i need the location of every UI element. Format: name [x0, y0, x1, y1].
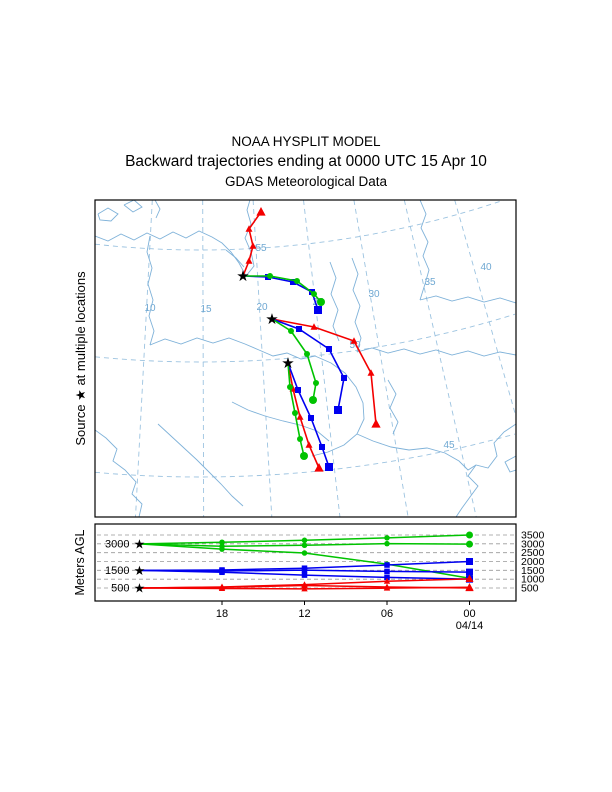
- grid-label: 10: [144, 303, 156, 314]
- time-tick-label: 18: [216, 608, 228, 620]
- level-axis-label: 3000: [521, 538, 545, 550]
- title-block: NOAA HYSPLIT MODEL Backward trajectories…: [0, 133, 612, 190]
- profile-series-src2-3000m: [139, 540, 473, 550]
- grid-label: 45: [443, 440, 455, 451]
- grid-label: 15: [200, 304, 212, 315]
- profile-source-star-icon: ★: [134, 536, 146, 551]
- level-axis-label: 500: [521, 583, 539, 595]
- level-axis-label: 1500: [521, 565, 545, 577]
- source-star-icon: ★: [281, 355, 294, 372]
- level-axis-label: 3500: [521, 529, 545, 541]
- map-trajectory-src2-3000m: [271, 318, 319, 404]
- start-height-label: 500: [111, 583, 129, 595]
- map-trajectory-src2-500m: [271, 318, 381, 428]
- level-axis-label: 2000: [521, 556, 545, 568]
- grid-label: 50: [349, 340, 361, 351]
- main-title: Backward trajectories ending at 0000 UTC…: [125, 153, 487, 170]
- map-trajectory-src1-500m: [242, 207, 266, 277]
- map-trajectory-src3-500m: [287, 362, 324, 472]
- source-star-icon: ★: [236, 268, 249, 285]
- map-trajectory-src1-3000m: [243, 273, 325, 306]
- profile-series-src3-500m: [139, 582, 474, 592]
- start-height-label: 3000: [105, 538, 129, 550]
- met-data-subtitle: GDAS Meteorological Data: [224, 174, 388, 189]
- height-profile-panel: 350030002500200015001000500★3000★1500★50…: [94, 523, 545, 632]
- level-axis-label: 2500: [521, 547, 545, 559]
- map-geography: [95, 200, 516, 517]
- map-content: 10152025303540455055: [95, 200, 516, 517]
- time-tick-label: 00: [463, 608, 475, 620]
- grid-label: 20: [256, 302, 268, 313]
- profile-source-star-icon: ★: [134, 563, 146, 578]
- time-tick-label: 12: [298, 608, 310, 620]
- map-frame: [94, 199, 517, 518]
- level-axis-label: 1000: [521, 574, 545, 586]
- map-trajectory-src3-3000m: [287, 362, 308, 460]
- start-height-label: 1500: [105, 565, 129, 577]
- profile-frame: [94, 523, 517, 602]
- map-trajectory-src2-1500m: [271, 318, 347, 414]
- date-label: 04/14: [456, 620, 484, 632]
- map-trajectory-src3-1500m: [287, 362, 333, 471]
- grid-label: 55: [255, 243, 267, 254]
- profile-series-src1-3000m: [139, 531, 473, 545]
- model-title: NOAA HYSPLIT MODEL: [231, 134, 381, 149]
- profile-source-star-icon: ★: [134, 581, 146, 596]
- grid-label: 35: [424, 277, 436, 288]
- grid-label: 30: [368, 289, 380, 300]
- source-star-icon: ★: [265, 311, 278, 328]
- time-tick-label: 06: [381, 608, 393, 620]
- map-trajectory-src1-1500m: [242, 274, 322, 314]
- map-graticule: [95, 200, 516, 517]
- grid-label: 40: [480, 262, 492, 273]
